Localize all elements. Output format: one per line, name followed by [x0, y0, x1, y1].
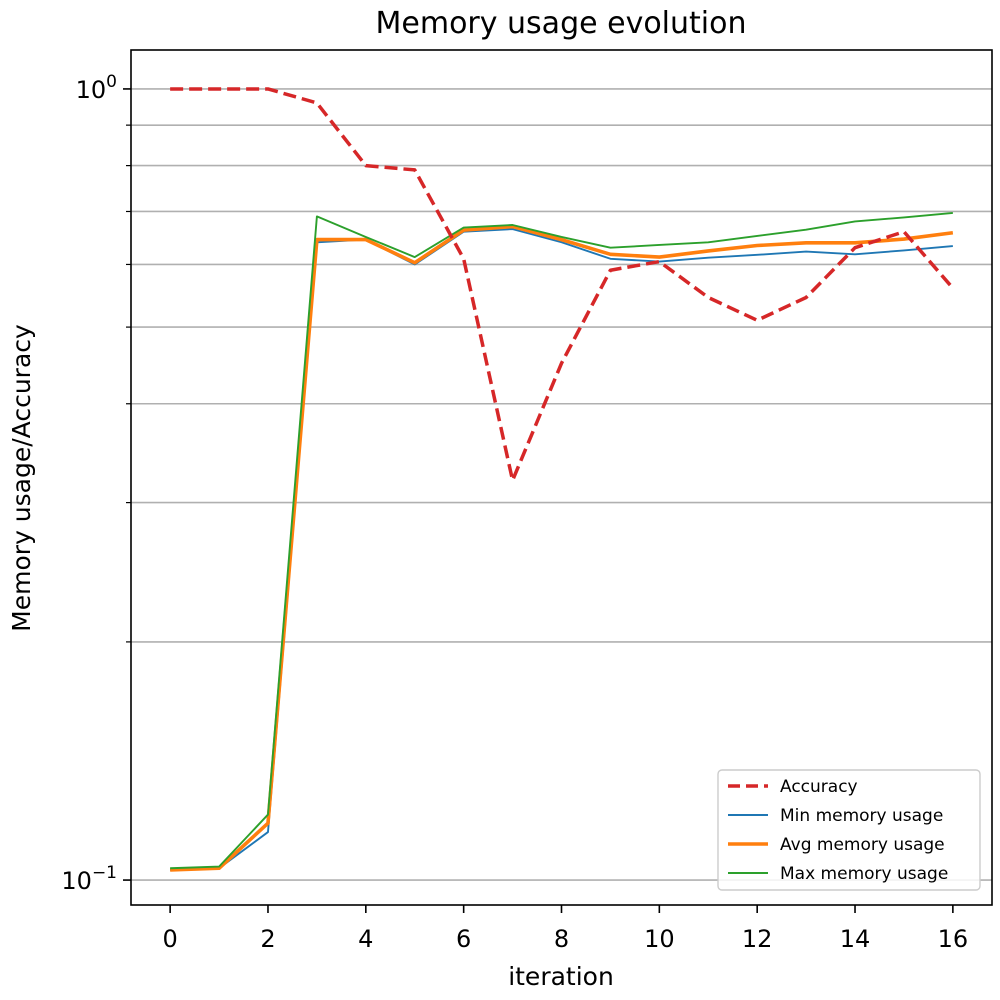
series-line-accuracy: [170, 87, 955, 483]
legend-label: Accuracy: [780, 777, 858, 797]
legend-label: Avg memory usage: [780, 835, 945, 855]
x-tick-label: 16: [938, 925, 969, 953]
x-axis-label: iteration: [508, 962, 614, 991]
x-tick-label: 10: [644, 925, 675, 953]
legend-label: Max memory usage: [780, 864, 948, 884]
series-line-avg-memory-usage: [170, 224, 954, 872]
series-line-max-memory-usage: [170, 212, 953, 870]
x-tick-label: 0: [162, 925, 177, 953]
plot-series: [170, 87, 955, 872]
x-tick-label: 4: [358, 925, 373, 953]
grid-lines: [131, 88, 992, 881]
y-axis: 100 10−1: [61, 72, 131, 895]
y-tick-label: 10−1: [61, 863, 117, 895]
legend-label: Min memory usage: [780, 806, 943, 826]
x-tick-label: 12: [742, 925, 773, 953]
x-tick-label: 2: [260, 925, 275, 953]
x-axis: 0 2 4 6 8 10 12 14 16: [162, 905, 968, 953]
chart-title: Memory usage evolution: [376, 6, 747, 41]
x-tick-label: 14: [840, 925, 871, 953]
y-axis-label: Memory usage/Accuracy: [7, 324, 36, 632]
legend-box: [717, 769, 981, 891]
legend: Accuracy Min memory usage Avg memory usage…: [717, 769, 981, 891]
x-tick-label: 8: [554, 925, 569, 953]
x-tick-label: 6: [456, 925, 471, 953]
y-tick-label: 100: [76, 72, 117, 104]
